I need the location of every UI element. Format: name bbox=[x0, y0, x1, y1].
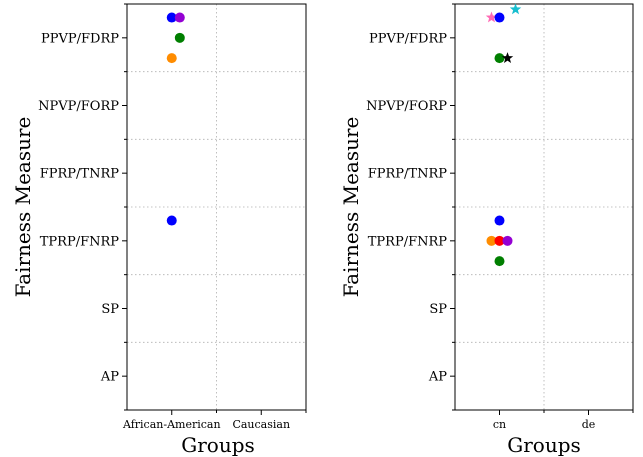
x-axis-label: Groups bbox=[507, 433, 581, 457]
y-tick-label: TPRP/FNRP bbox=[368, 234, 448, 249]
data-point bbox=[166, 215, 177, 226]
y-tick-label: TPRP/FNRP bbox=[40, 234, 120, 249]
y-tick-label: PPVP/FDRP bbox=[369, 31, 447, 46]
x-tick-label: Caucasian bbox=[232, 418, 290, 431]
y-tick-label: PPVP/FDRP bbox=[41, 31, 119, 46]
x-tick-label: de bbox=[582, 418, 596, 431]
y-axis-label: Fairness Measure bbox=[11, 117, 35, 298]
data-point bbox=[166, 53, 177, 64]
y-tick-label: NPVP/FORP bbox=[38, 99, 119, 114]
data-point bbox=[174, 12, 185, 23]
y-axis-label: Fairness Measure bbox=[339, 117, 363, 298]
data-point bbox=[486, 235, 497, 246]
data-point bbox=[174, 32, 185, 43]
data-point bbox=[494, 12, 505, 23]
data-point bbox=[494, 256, 505, 267]
x-axis-label: Groups bbox=[181, 433, 255, 457]
y-tick-label: AP bbox=[428, 370, 447, 385]
y-tick-label: SP bbox=[101, 302, 119, 317]
data-point bbox=[494, 235, 505, 246]
y-tick-label: FPRP/TNRP bbox=[40, 167, 120, 182]
data-point-star bbox=[501, 52, 514, 63]
data-point bbox=[494, 53, 505, 64]
y-tick-label: SP bbox=[429, 302, 447, 317]
y-tick-label: AP bbox=[100, 370, 119, 385]
chart-panel-1: AP SP TPRP/FNRP FPRP/TNRP NPVP/FORP PPVP/FDRP… bbox=[11, 3, 307, 457]
y-tick-label: NPVP/FORP bbox=[366, 99, 447, 114]
data-point bbox=[502, 235, 513, 246]
chart-panel-2: AP SP TPRP/FNRP FPRP/TNRP NPVP/FORP PPVP/FDRP… bbox=[339, 3, 634, 457]
data-point-star bbox=[509, 3, 522, 15]
data-point bbox=[166, 12, 177, 23]
data-point-star bbox=[485, 11, 498, 23]
y-tick-label: FPRP/TNRP bbox=[368, 167, 448, 182]
x-tick-label: cn bbox=[493, 418, 506, 431]
data-point bbox=[494, 215, 505, 226]
x-tick-label: African-American bbox=[122, 418, 221, 431]
